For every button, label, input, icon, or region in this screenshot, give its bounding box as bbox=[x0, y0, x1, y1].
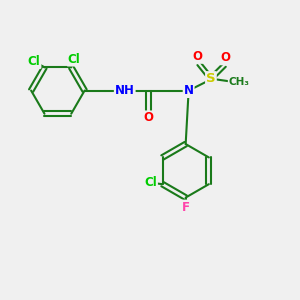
Text: NH: NH bbox=[115, 84, 135, 97]
Text: S: S bbox=[206, 72, 216, 85]
Text: F: F bbox=[182, 201, 190, 214]
Text: Cl: Cl bbox=[68, 52, 81, 66]
Text: Cl: Cl bbox=[28, 55, 40, 68]
Text: O: O bbox=[143, 111, 154, 124]
Text: CH₃: CH₃ bbox=[229, 76, 250, 87]
Text: N: N bbox=[184, 84, 194, 97]
Text: Cl: Cl bbox=[144, 176, 157, 189]
Text: O: O bbox=[221, 51, 231, 64]
Text: O: O bbox=[193, 50, 202, 63]
